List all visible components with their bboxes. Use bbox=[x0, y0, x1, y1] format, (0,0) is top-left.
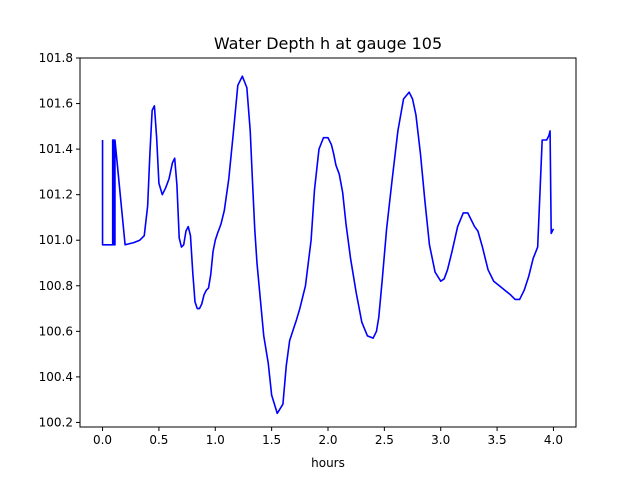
y-tick-label: 100.4 bbox=[39, 370, 73, 384]
y-axis: 100.2 100.4 100.6 100.8 101.0 101.2 101.4 101.6… bbox=[39, 51, 80, 429]
x-tick-label: 1.5 bbox=[262, 433, 281, 447]
y-tick-label: 100.2 bbox=[39, 415, 73, 429]
y-tick-label: 101.6 bbox=[39, 97, 73, 111]
x-tick-label: 4.0 bbox=[544, 433, 563, 447]
x-tick-label: 0.0 bbox=[93, 433, 112, 447]
y-tick-label: 100.6 bbox=[39, 324, 73, 338]
x-tick-label: 2.0 bbox=[318, 433, 337, 447]
y-tick-label: 101.2 bbox=[39, 188, 73, 202]
y-tick-label: 101.4 bbox=[39, 142, 73, 156]
y-tick-label: 100.8 bbox=[39, 279, 73, 293]
x-tick-label: 0.5 bbox=[149, 433, 168, 447]
y-tick-label: 101.8 bbox=[39, 51, 73, 65]
x-tick-label: 3.5 bbox=[488, 433, 507, 447]
series-line-0 bbox=[101, 75, 555, 415]
x-axis: 0.0 0.5 1.0 1.5 2.0 2.5 3.0 3.5 4.0 bbox=[93, 427, 563, 447]
x-tick-label: 1.0 bbox=[206, 433, 225, 447]
chart-title: Water Depth h at gauge 105 bbox=[214, 34, 442, 53]
x-axis-label: hours bbox=[311, 456, 345, 470]
x-tick-label: 2.5 bbox=[375, 433, 394, 447]
x-tick-label: 3.0 bbox=[431, 433, 450, 447]
y-tick-label: 101.0 bbox=[39, 233, 73, 247]
